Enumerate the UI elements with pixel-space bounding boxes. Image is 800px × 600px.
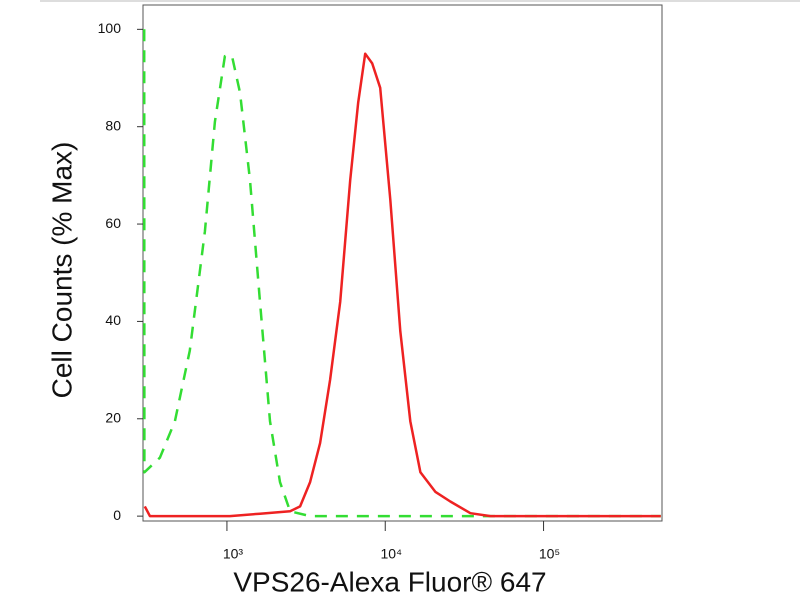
- y-tick-label: 20: [105, 409, 121, 425]
- x-tick-label: 10⁵: [539, 546, 560, 562]
- plot-frame: [142, 4, 663, 522]
- y-tick-label: 40: [105, 312, 121, 328]
- x-tick-label: 10³: [223, 546, 244, 562]
- x-tick-label: 10⁴: [380, 546, 402, 562]
- series-line: [143, 52, 661, 518]
- y-tick-label: 60: [105, 215, 121, 231]
- series-line: [143, 29, 661, 518]
- x-axis-title: VPS26-Alexa Fluor® 647: [233, 566, 546, 597]
- y-tick-label: 100: [98, 20, 122, 36]
- y-axis-title: Cell Counts (% Max): [46, 142, 77, 399]
- y-tick-label: 80: [105, 117, 121, 133]
- y-tick-label: 0: [113, 507, 121, 523]
